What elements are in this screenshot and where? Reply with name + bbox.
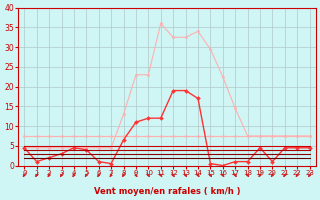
X-axis label: Vent moyen/en rafales ( km/h ): Vent moyen/en rafales ( km/h )	[94, 187, 240, 196]
